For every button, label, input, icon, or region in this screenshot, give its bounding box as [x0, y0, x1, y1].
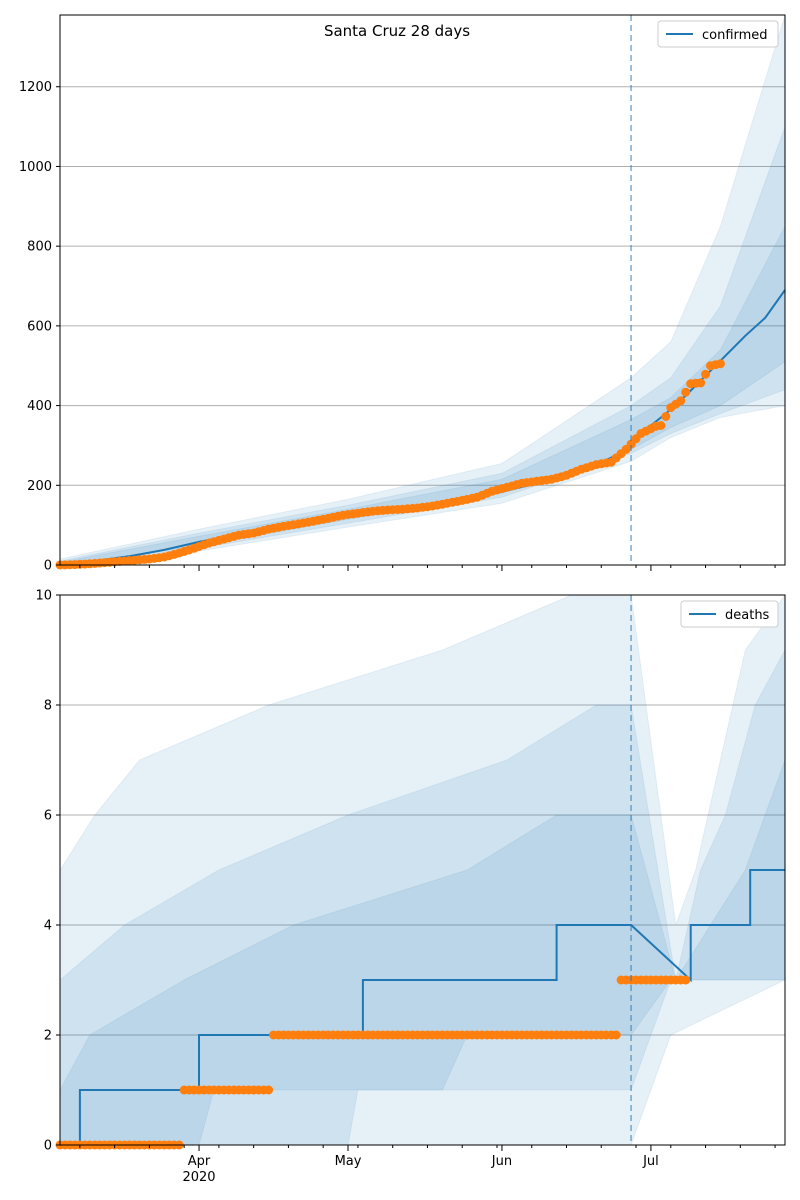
y-tick-label: 8	[44, 699, 52, 714]
observed-point	[681, 975, 691, 985]
y-tick-label: 0	[44, 1139, 52, 1154]
legend: deaths	[680, 600, 779, 628]
observed-point	[715, 359, 725, 369]
x-tick-label: Apr	[188, 1154, 211, 1169]
chart-title: Santa Cruz 28 days	[324, 22, 470, 40]
observed-point	[656, 421, 666, 430]
uncertainty-band-2	[60, 126, 785, 565]
y-tick-label: 1000	[19, 160, 52, 175]
y-tick-label: 600	[27, 319, 52, 334]
series-line-deaths	[60, 869, 785, 1145]
x-tick-year-label: 2020	[182, 1170, 215, 1185]
x-tick-label: Jun	[491, 1154, 512, 1169]
axes-frame	[59, 14, 786, 566]
y-tick-label: 800	[27, 240, 52, 255]
uncertainty-band-2	[60, 649, 785, 1145]
y-tick-label: 1200	[19, 80, 52, 95]
observed-point	[676, 396, 686, 406]
y-tick-label: 10	[35, 589, 52, 604]
observed-point	[696, 378, 706, 388]
observed-point	[681, 387, 691, 397]
y-tick-label: 4	[44, 919, 52, 934]
uncertainty-band-1	[60, 15, 785, 565]
y-tick-label: 6	[44, 809, 52, 824]
legend-label-deaths: deaths	[725, 608, 770, 623]
legend: confirmed	[657, 20, 779, 48]
confirmed-panel: 0 200 400 600 800 1000 1200 Santa Cruz 28 days…	[19, 14, 786, 574]
observed-point	[611, 1030, 621, 1040]
y-tick-label: 400	[27, 399, 52, 414]
observed-point	[661, 412, 671, 421]
uncertainty-band-1	[60, 595, 785, 1145]
x-tick-label: Jul	[642, 1154, 659, 1169]
y-tick-label: 200	[27, 479, 52, 494]
axes-frame	[59, 594, 786, 1146]
y-tick-label: 0	[44, 559, 52, 574]
observed-point	[701, 369, 710, 379]
observed-point	[264, 1085, 274, 1095]
x-tick-label: May	[335, 1154, 362, 1169]
legend-label-confirmed: confirmed	[702, 28, 768, 43]
y-tick-label: 2	[44, 1029, 52, 1044]
